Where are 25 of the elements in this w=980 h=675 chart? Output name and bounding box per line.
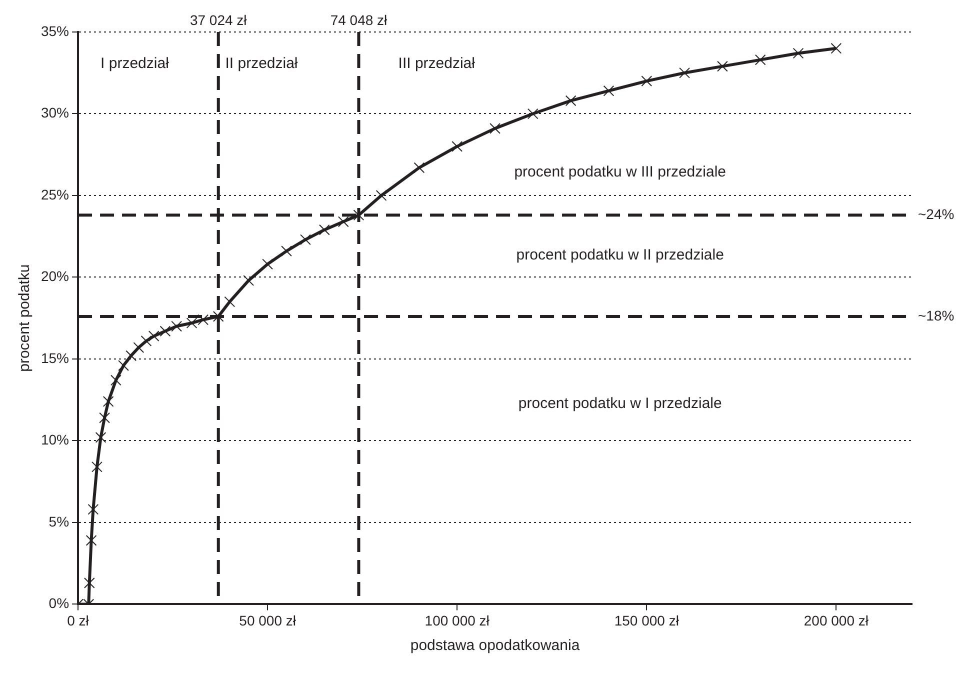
x-axis-title: podstawa opodatkowania xyxy=(410,637,580,654)
y-tick-label: 25% xyxy=(40,186,70,202)
ref-line-label: 37 024 zł xyxy=(190,12,248,28)
x-tick-label: 100 000 zł xyxy=(424,612,490,628)
ref-line-label: ~24% xyxy=(918,206,954,222)
y-axis-title: procent podatku xyxy=(16,264,34,372)
y-tick-label: 15% xyxy=(40,350,70,366)
y-tick-label: 10% xyxy=(40,432,70,448)
annotation: III przedział xyxy=(398,55,476,72)
y-tick-label: 20% xyxy=(40,268,70,284)
x-tick-label: 0 zł xyxy=(67,612,90,628)
ref-line-label: 74 048 zł xyxy=(330,12,388,28)
annotation: procent podatku w II przedziale xyxy=(516,246,724,264)
x-tick-label: 150 000 zł xyxy=(614,612,680,628)
y-tick-label: 0% xyxy=(48,595,70,612)
annotation: II przedział xyxy=(225,55,298,72)
annotation: procent podatku w I przedziale xyxy=(518,395,722,412)
ref-line-label: ~18% xyxy=(918,307,954,324)
annotation: procent podatku w III przedziale xyxy=(514,163,726,180)
y-tick-label: 35% xyxy=(40,22,70,39)
x-tick-label: 200 000 zł xyxy=(804,612,870,628)
y-tick-label: 5% xyxy=(48,513,70,530)
annotation: I przedział xyxy=(100,55,170,72)
y-tick-label: 30% xyxy=(40,104,70,121)
x-tick-label: 50 000 zł xyxy=(239,612,297,628)
